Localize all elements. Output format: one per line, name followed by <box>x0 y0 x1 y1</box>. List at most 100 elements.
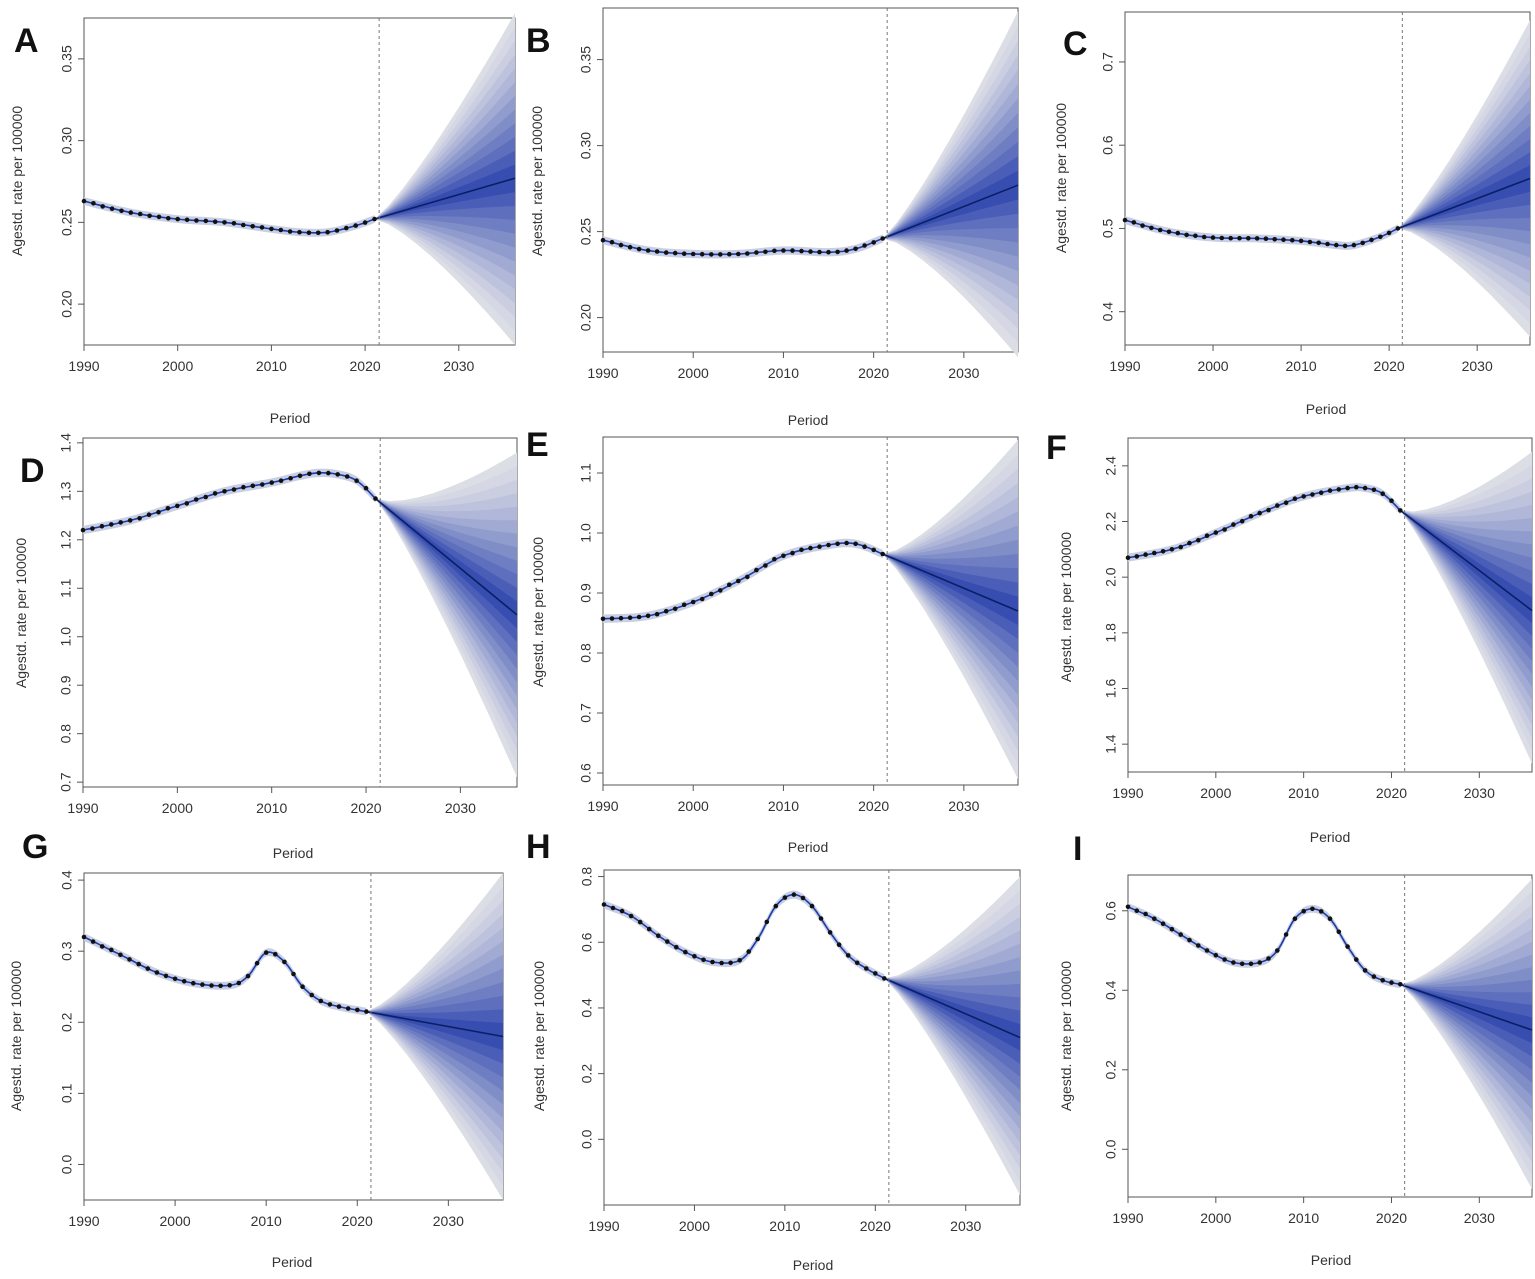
x-tick-label: 2010 <box>256 358 287 374</box>
panel-i: 1990 2000 2010 2020 2030 0.0 0.2 0.4 0.6 Period Ag… <box>1058 830 1533 1268</box>
observed-point <box>1160 921 1166 926</box>
observed-point <box>699 596 705 602</box>
observed-point <box>681 251 687 256</box>
x-axis-title: Period <box>270 410 310 426</box>
observed-point <box>1219 235 1225 241</box>
observed-uncertainty-band <box>603 538 883 623</box>
observed-point <box>288 476 293 481</box>
y-axis-title: Agestd. rate per 100000 <box>530 537 546 687</box>
observed-point <box>81 198 87 204</box>
observed-point <box>147 213 152 219</box>
observed-point <box>835 541 840 547</box>
forecast-band <box>1397 165 1530 229</box>
observed-point <box>1204 948 1210 953</box>
y-tick-label: 0.35 <box>59 45 75 72</box>
observed-point <box>1231 522 1236 527</box>
y-tick-label: 0.7 <box>578 703 594 723</box>
panel-letter: E <box>526 426 549 464</box>
x-axis-title: Period <box>272 1254 312 1270</box>
y-tick-label: 0.4 <box>579 998 595 1018</box>
observed-point <box>1184 232 1189 238</box>
observed-point <box>1327 916 1333 921</box>
observed-point <box>1157 227 1163 233</box>
observed-point <box>1371 974 1377 979</box>
y-tick-label: 0.2 <box>579 1064 595 1084</box>
observed-point <box>1345 485 1350 491</box>
observed-point <box>718 252 723 257</box>
x-axis-title: Period <box>273 845 313 861</box>
observed-point <box>609 239 615 245</box>
observed-point <box>291 971 296 977</box>
observed-uncertainty-band <box>1125 216 1398 250</box>
observed-point <box>646 926 652 932</box>
panel-letter: G <box>22 828 48 866</box>
observed-point <box>637 919 643 925</box>
y-tick-label: 1.1 <box>578 463 594 483</box>
observed-point <box>326 470 331 476</box>
y-axis-title: Agestd. rate per 100000 <box>529 106 545 256</box>
x-tick-label: 2030 <box>1462 358 1493 374</box>
observed-point <box>269 226 274 232</box>
observed-point <box>306 230 312 235</box>
observed-point <box>719 960 724 966</box>
observed-point <box>1134 554 1140 559</box>
y-axis-title: Agestd. rate per 100000 <box>1053 103 1069 253</box>
observed-point <box>609 616 615 621</box>
y-axis-title: Agestd. rate per 100000 <box>9 106 25 256</box>
observed-point <box>166 216 171 221</box>
x-tick-label: 2030 <box>433 1213 464 1229</box>
y-tick-label: 1.4 <box>58 433 74 453</box>
observed-point <box>1237 235 1242 241</box>
observed-point <box>100 204 105 209</box>
y-tick-label: 0.9 <box>58 675 74 695</box>
observed-point <box>1318 490 1324 496</box>
observed-point <box>1380 491 1385 497</box>
observed-point <box>853 541 858 547</box>
observed-point <box>156 214 162 220</box>
panel-letter: H <box>526 828 551 866</box>
forecast-band <box>882 554 1018 625</box>
observed-point <box>610 905 616 911</box>
observed-point <box>1122 217 1128 223</box>
y-tick-label: 1.8 <box>1103 623 1119 643</box>
observed-point <box>618 615 624 621</box>
x-tick-label: 2020 <box>860 1218 891 1234</box>
panel-e: 1990 2000 2010 2020 2030 0.6 0.7 0.8 0.9 1.0 1.1 Pe… <box>526 426 1019 855</box>
y-tick-label: 0.4 <box>1103 980 1119 1000</box>
x-tick-label: 2010 <box>1288 785 1319 801</box>
observed-point <box>1378 234 1383 240</box>
forecast-band <box>1400 984 1532 1044</box>
observed-point <box>656 933 661 938</box>
forecast-band <box>882 156 1018 239</box>
y-tick-label: 0.2 <box>59 1012 75 1032</box>
observed-point <box>344 474 350 479</box>
observed-point <box>1196 943 1201 948</box>
observed-point <box>1398 508 1403 513</box>
observed-point <box>1143 552 1148 557</box>
observed-point <box>727 582 732 588</box>
observed-point <box>1354 957 1359 962</box>
y-tick-label: 1.6 <box>1103 679 1119 699</box>
y-tick-label: 0.9 <box>578 583 594 603</box>
observed-point <box>755 936 760 942</box>
observed-point <box>790 550 795 556</box>
observed-point <box>127 957 132 962</box>
observed-point <box>1362 968 1368 973</box>
observed-point <box>736 578 741 584</box>
observed-point <box>817 544 822 549</box>
forecast-mean-line <box>366 1010 504 1038</box>
observed-point <box>273 951 278 957</box>
observed-point <box>835 249 840 255</box>
y-tick-label: 0.7 <box>1100 52 1116 72</box>
panel-a: 1990 2000 2010 2020 2030 0.20 0.25 0.30 0.35 Peri… <box>9 13 516 426</box>
observed-point <box>663 250 669 255</box>
observed-point <box>227 983 232 988</box>
observed-point <box>1178 932 1183 937</box>
panel-c: 1990 2000 2010 2020 2030 0.4 0.5 0.6 0.7 Period Ag… <box>1053 11 1531 417</box>
observed-point <box>137 516 142 521</box>
observed-point <box>307 471 312 477</box>
observed-point <box>880 236 885 241</box>
observed-point <box>1281 237 1286 242</box>
observed-point <box>146 512 152 517</box>
observed-point <box>701 957 706 963</box>
